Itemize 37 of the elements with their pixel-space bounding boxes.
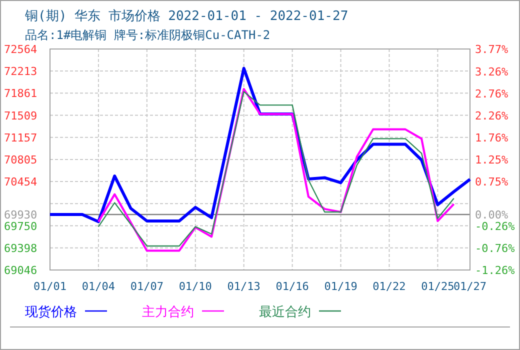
- y-tick-label: 72213: [4, 65, 38, 78]
- y2-tick-label: 3.77%: [475, 43, 508, 56]
- y2-tick-label: 2.76%: [475, 87, 508, 100]
- x-tick-label: 01/22: [372, 280, 406, 293]
- legend-label: 最近合约: [259, 305, 311, 320]
- y2-tick-label: -0.26%: [475, 220, 516, 234]
- chart-title: 铜(期) 华东 市场价格 2022-01-01 - 2022-01-27: [24, 9, 348, 24]
- y-tick-label: 69750: [4, 220, 38, 233]
- y-tick-label: 70805: [4, 154, 38, 166]
- x-tick-label: 01/27: [453, 280, 487, 293]
- x-tick-label: 01/07: [130, 280, 164, 293]
- y2-tick-label: 1.76%: [475, 131, 508, 144]
- y2-tick-label: -1.26%: [475, 264, 516, 277]
- x-tick-label: 01/25: [421, 280, 454, 293]
- y-tick-label: 69398: [4, 242, 38, 255]
- y2-tick-label: 2.26%: [475, 109, 508, 122]
- y-tick-label: 71157: [4, 131, 38, 144]
- y-tick-label: 71509: [4, 109, 38, 122]
- chart-subtitle: 品名:1#电解铜 牌号:标准阴极铜Cu-CATH-2: [25, 28, 270, 42]
- legend-label: 主力合约: [142, 304, 194, 320]
- x-tick-label: 01/16: [276, 280, 309, 293]
- y2-tick-label: 3.26%: [475, 65, 508, 78]
- y-tick-label: 72564: [4, 43, 38, 56]
- x-tick-label: 01/10: [178, 280, 212, 293]
- legend-label: 现货价格: [25, 305, 77, 320]
- y2-tick-label: -0.76%: [475, 242, 516, 256]
- y2-tick-label: 1.25%: [475, 154, 508, 167]
- x-tick-label: 01/04: [82, 280, 116, 293]
- x-tick-label: 01/13: [227, 280, 260, 293]
- x-tick-label: 01/01: [33, 280, 67, 293]
- y-tick-label: 69930: [4, 208, 38, 222]
- y2-tick-label: 0.75%: [475, 176, 508, 189]
- y-tick-label: 70454: [4, 176, 38, 189]
- x-tick-label: 01/19: [324, 280, 358, 293]
- y2-tick-label: 0.00%: [475, 208, 508, 222]
- y-tick-label: 69046: [4, 264, 38, 277]
- y-tick-label: 71861: [4, 87, 38, 100]
